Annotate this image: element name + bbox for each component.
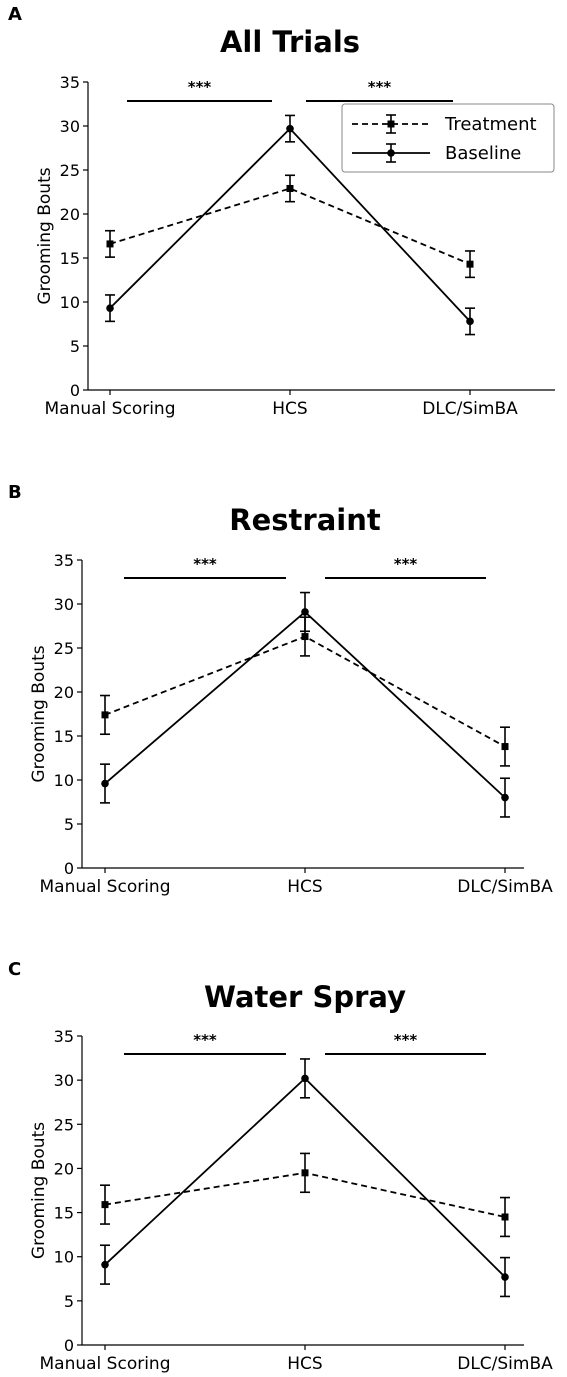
x-tick-label: DLC/SimBA [457,877,553,897]
treatment-point [101,1201,109,1209]
significance-label: *** [368,78,392,96]
panel-label: C [8,959,21,980]
y-tick-label: 25 [60,161,80,180]
y-tick-label: 35 [54,1027,74,1046]
panel-a: A All Trials 0 5 10 15 20 25 30 35 Manual Scoring H… [0,0,567,459]
treatment-point [106,240,114,248]
legend-box [341,103,555,173]
baseline-point [101,779,109,788]
legend-label-treatment: Treatment [444,114,537,135]
y-axis-label: Grooming Bouts [29,645,49,782]
baseline-point [101,1260,109,1269]
y-tick-label: 5 [64,1292,74,1311]
treatment-line [109,187,471,265]
legend-label-baseline: Baseline [445,143,521,164]
baseline-point [301,608,309,616]
y-axis-label: Grooming Bouts [29,1122,49,1259]
significance-label: *** [394,555,418,573]
y-tick-label: 0 [70,381,80,400]
y-tick-label: 5 [70,337,80,356]
chart-title: Restraint [229,503,381,537]
x-tick-label: Manual Scoring [45,399,176,419]
x-tick-label: Manual Scoring [40,1354,171,1374]
y-tick-label: 30 [54,1071,74,1090]
y-tick-label: 15 [60,249,80,268]
y-tick-label: 35 [54,551,74,570]
y-tick-label: 10 [54,771,74,790]
baseline-point [286,124,294,133]
significance-label: *** [188,78,212,96]
treatment-point [301,633,309,641]
baseline-point [466,317,474,326]
treatment-point [286,184,294,192]
y-tick-label: 10 [60,293,80,312]
treatment-point [301,1169,309,1177]
panel-c: C Water Spray 0 5 10 15 20 25 30 35 Manual Scoring… [0,918,567,1377]
x-tick-label: DLC/SimBA [422,399,518,419]
y-tick-label: 0 [64,859,74,878]
y-tick-label: 30 [54,595,74,614]
baseline-point [301,1074,309,1083]
y-tick-label: 20 [54,1159,74,1178]
chart-panel-b: B Restraint 0 5 10 15 20 25 30 35 Manual Scoring HC… [8,482,553,897]
y-tick-label: 5 [64,815,74,834]
y-tick-label: 25 [54,1115,74,1134]
y-tick-label: 20 [54,683,74,702]
x-tick-label: HCS [272,399,307,419]
y-tick-label: 35 [60,73,80,92]
baseline-point [106,304,114,312]
legend-baseline-marker [387,149,395,157]
x-tick-label: HCS [287,1354,322,1374]
y-tick-label: 20 [60,205,80,224]
significance-label: *** [193,1031,217,1049]
y-tick-label: 0 [64,1336,74,1355]
baseline-point [501,1273,509,1281]
treatment-point [501,743,509,751]
chart-title: All Trials [220,25,360,59]
chart-panel-a: A All Trials 0 5 10 15 20 25 30 35 Manual Scoring H… [8,4,555,419]
baseline-point [501,793,509,802]
x-tick-label: DLC/SimBA [457,1354,553,1374]
chart-panel-c: C Water Spray 0 5 10 15 20 25 30 35 Manual Scoring… [8,959,553,1374]
treatment-point [501,1213,509,1221]
treatment-point [466,260,474,268]
x-tick-label: HCS [287,877,322,897]
x-tick-label: Manual Scoring [40,877,171,897]
y-axis-label: Grooming Bouts [35,167,55,304]
panel-label: B [8,482,22,503]
significance-label: *** [394,1031,418,1049]
y-tick-label: 30 [60,117,80,136]
y-tick-label: 10 [54,1248,74,1267]
treatment-point [101,711,109,719]
y-tick-label: 25 [54,639,74,658]
panel-b: B Restraint 0 5 10 15 20 25 30 35 Manual Scoring HC… [0,459,567,918]
y-tick-label: 15 [54,727,74,746]
legend-treatment-marker [387,120,395,128]
y-tick-label: 15 [54,1204,74,1223]
significance-label: *** [193,555,217,573]
chart-title: Water Spray [204,980,406,1014]
panel-label: A [8,4,22,25]
